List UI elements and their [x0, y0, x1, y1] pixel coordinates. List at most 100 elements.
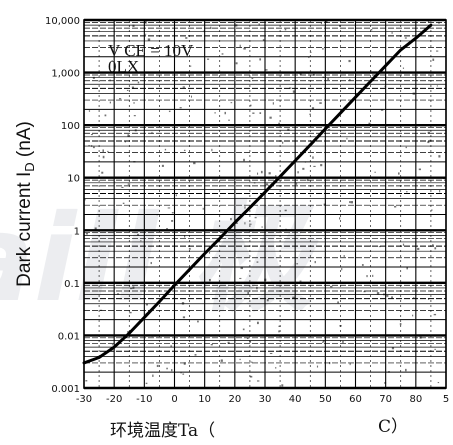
scan-speckle [302, 167, 305, 170]
scan-speckle [88, 145, 91, 147]
scan-speckle [116, 293, 120, 295]
scan-speckle [442, 177, 446, 180]
scan-speckle [85, 380, 88, 382]
scan-speckle [210, 26, 212, 30]
scan-speckle [323, 203, 327, 206]
scan-speckle [262, 39, 265, 41]
x-tick-label: 10 [198, 394, 211, 405]
scan-speckle [427, 298, 430, 300]
scan-speckle [405, 146, 407, 149]
scan-speckle [378, 246, 381, 248]
x-tick-label: 60 [349, 394, 362, 405]
scan-speckle [437, 381, 440, 384]
scan-speckle [171, 369, 173, 372]
scan-speckle [170, 345, 173, 347]
scan-speckle [370, 70, 372, 72]
x-axis-label-left: 环境温度Ta（ [110, 421, 215, 441]
scan-speckle [388, 371, 390, 373]
scan-speckle [322, 76, 325, 78]
scan-speckle [309, 51, 312, 53]
scan-speckle [322, 341, 324, 343]
scan-speckle [208, 278, 211, 282]
scan-speckle [94, 227, 97, 230]
scan-speckle [239, 358, 241, 361]
scan-speckle [299, 72, 302, 75]
scan-speckle [210, 343, 213, 346]
scan-speckle [185, 37, 188, 39]
y-axis-label-unit: (nA) [14, 121, 35, 162]
scan-speckle [412, 92, 416, 95]
scan-speckle [166, 228, 168, 230]
scan-speckle [247, 291, 249, 295]
scan-speckle [296, 263, 299, 265]
scan-speckle [308, 72, 310, 74]
x-tick-label: 20 [228, 394, 241, 405]
scan-speckle [438, 155, 441, 158]
scan-speckle [299, 280, 302, 282]
y-axis-label-text: Dark current I [14, 172, 35, 287]
scan-speckle [349, 78, 351, 82]
scan-speckle [249, 375, 253, 378]
scan-speckle [109, 79, 111, 82]
scan-speckle [259, 112, 262, 114]
scan-speckle [427, 131, 430, 134]
scan-speckle [402, 243, 405, 246]
scan-speckle [341, 267, 343, 271]
scan-speckle [258, 23, 260, 26]
scan-speckle [92, 146, 95, 149]
scan-speckle [164, 148, 167, 151]
scan-speckle [111, 60, 113, 62]
scan-speckle [268, 172, 271, 175]
scan-speckle [203, 30, 205, 33]
scan-speckle [391, 31, 393, 34]
scan-speckle [398, 172, 400, 175]
scan-speckle [246, 337, 249, 340]
x-tick-label: 80 [409, 394, 422, 405]
scan-speckle [384, 241, 386, 243]
scan-speckle [406, 191, 408, 193]
scan-speckle [327, 128, 331, 131]
scan-speckle [145, 33, 147, 35]
scan-speckle [102, 155, 105, 159]
scan-speckle [320, 164, 323, 167]
scan-speckle [324, 21, 327, 23]
scan-speckle [436, 50, 439, 52]
scan-speckle [432, 58, 435, 61]
scan-speckle [434, 247, 437, 250]
scan-speckle [261, 226, 263, 228]
y-tick-label: 1,000 [51, 69, 80, 80]
x-axis-label-right: C） [378, 417, 408, 437]
scan-speckle [173, 297, 175, 299]
scan-speckle [407, 229, 409, 231]
scan-speckle [376, 292, 380, 295]
scan-speckle [386, 294, 389, 297]
scan-speckle [432, 244, 434, 246]
scan-speckle [137, 81, 140, 84]
scan-speckle [121, 186, 124, 188]
scan-speckle [107, 150, 109, 153]
scan-speckle [243, 47, 246, 50]
scan-speckle [124, 140, 126, 143]
y-tick-label: 100 [61, 121, 80, 132]
scan-speckle [304, 161, 307, 163]
scan-speckle [275, 175, 277, 178]
scan-speckle [227, 341, 230, 344]
scan-speckle [327, 78, 330, 80]
y-tick-label: 10,000 [45, 16, 80, 27]
scan-speckle [285, 228, 287, 231]
scan-speckle [361, 264, 364, 266]
scan-speckle [126, 89, 129, 92]
scan-speckle [92, 76, 95, 79]
annotation-lux: 0LX [108, 57, 139, 76]
series-layer [82, 23, 433, 365]
y-axis-label-subscript: D [22, 162, 37, 171]
scan-speckle [380, 109, 384, 111]
scan-speckle [275, 367, 277, 369]
scan-speckle [188, 247, 191, 250]
scan-speckle [144, 21, 147, 24]
scan-speckle [266, 299, 269, 302]
scan-speckle [265, 183, 269, 186]
scan-speckle [111, 344, 114, 346]
scan-speckle [173, 197, 175, 199]
scan-speckle [190, 95, 193, 98]
